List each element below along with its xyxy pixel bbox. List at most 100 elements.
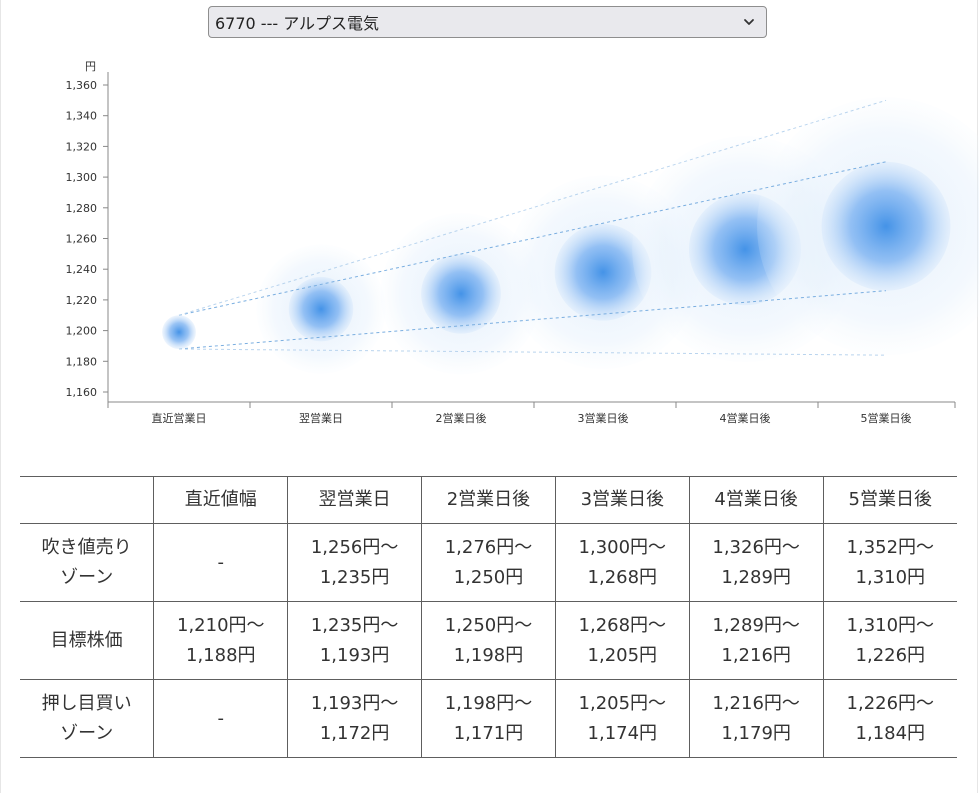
- y-tick-label: 1,320: [66, 140, 98, 153]
- row-label: 目標株価: [20, 601, 155, 680]
- cell-line: 1,235円～: [310, 614, 399, 636]
- right-frame-border: [977, 0, 978, 793]
- cell-line: 1,310円: [855, 566, 926, 588]
- table-cell: 1,226円～ 1,184円: [822, 679, 957, 758]
- x-category-label: 直近営業日: [152, 411, 207, 425]
- row-label-line: ゾーン: [60, 722, 114, 744]
- cell-line: 1,289円～: [712, 614, 800, 636]
- y-tick-label: 1,300: [66, 171, 98, 184]
- table-row: 目標株価 1,210円～ 1,188円 1,235円～ 1,193円 1,250円～ 1,1…: [20, 601, 957, 680]
- cell-line: 1,235円: [319, 566, 390, 588]
- target-range-bubble: [288, 276, 354, 342]
- cell-line: 1,250円～: [444, 614, 533, 636]
- y-tick-label: 1,360: [66, 79, 98, 92]
- stock-select-value: 6770 --- アルプス電気: [215, 14, 380, 33]
- table-cell: 1,352円～ 1,310円: [822, 523, 957, 602]
- y-tick-label: 1,240: [66, 263, 98, 276]
- cell-line: 1,193円: [319, 644, 390, 666]
- table-cell: 1,268円～ 1,205円: [554, 601, 690, 680]
- target-range-bubble: [162, 315, 196, 350]
- table-body: 吹き値売りゾーン - 1,256円～ 1,235円 1,276円～ 1,250円 1,300…: [20, 523, 957, 758]
- table-row: 吹き値売りゾーン - 1,256円～ 1,235円 1,276円～ 1,250円 1,300…: [20, 523, 957, 602]
- column-header: 4営業日後: [688, 476, 824, 524]
- target-range-bubble: [554, 223, 652, 321]
- table-cell: 1,193円～ 1,172円: [287, 679, 423, 758]
- cell-line: 1,226円～: [846, 692, 935, 714]
- table-cell: 1,198円～ 1,171円: [421, 679, 556, 758]
- cell-line: 1,193円～: [310, 692, 399, 714]
- cell-line: 1,188円: [186, 644, 256, 666]
- row-label-line: 目標株価: [50, 629, 123, 651]
- y-tick-label: 1,160: [66, 386, 98, 399]
- cell-line: 1,268円: [587, 566, 658, 588]
- table-cell: 1,216円～ 1,179円: [688, 679, 824, 758]
- cell-line: 1,326円～: [712, 536, 800, 558]
- table-cell: 1,256円～ 1,235円: [287, 523, 423, 602]
- target-low-line: [178, 290, 887, 350]
- bubbles-layer: [162, 97, 979, 375]
- cell-line: 1,205円～: [578, 692, 667, 714]
- table-cell: -: [153, 679, 289, 758]
- target-range-bubble: [421, 253, 501, 334]
- cell-line: 1,171円: [453, 722, 524, 744]
- target-high-line: [178, 161, 887, 316]
- cell-line: 1,216円～: [712, 692, 800, 714]
- y-tick-label: 1,220: [66, 294, 98, 307]
- cell-line: 1,172円: [319, 722, 390, 744]
- band-lines-layer: [178, 99, 887, 356]
- y-tick-label: 1,280: [66, 202, 98, 215]
- cell-line: 1,226円: [855, 644, 926, 666]
- table-cell: 1,210円～ 1,188円: [153, 601, 289, 680]
- cell-line: 1,198円: [453, 644, 524, 666]
- column-header: 2営業日後: [421, 476, 556, 524]
- cell-line: 1,310円～: [846, 614, 935, 636]
- y-tick-label: 1,340: [66, 110, 98, 123]
- cell-line: 1,174円: [587, 722, 658, 744]
- cell-line: 1,268円～: [578, 614, 667, 636]
- x-category-label: 翌営業日: [299, 411, 343, 425]
- table-row: 押し目買い ゾーン - 1,193円～ 1,172円 1,198円～ 1,171円 1,205…: [20, 679, 957, 758]
- table-cell: 1,205円～ 1,174円: [554, 679, 690, 758]
- cell-line: -: [217, 551, 225, 573]
- column-header: 翌営業日: [287, 476, 423, 524]
- cell-line: 1,216円: [721, 644, 791, 666]
- table-cell: 1,310円～ 1,226円: [822, 601, 957, 680]
- y-tick-label: 1,180: [66, 355, 98, 368]
- cell-line: 1,250円: [453, 566, 524, 588]
- y-axis-unit: 円: [85, 60, 96, 73]
- column-header: 5営業日後: [822, 476, 957, 524]
- x-category-label: 2営業日後: [436, 411, 487, 425]
- cell-line: 1,210円～: [177, 614, 265, 636]
- row-label: 吹き値売り ゾーン: [20, 523, 155, 602]
- cell-line: 1,352円～: [846, 536, 935, 558]
- cell-line: 1,300円～: [578, 536, 667, 558]
- column-header: 直近値幅: [153, 476, 289, 524]
- y-tick-label: 1,260: [66, 233, 98, 246]
- table-cell: -: [153, 523, 289, 602]
- row-label-line: 吹き値売り: [41, 536, 132, 558]
- outer-low-line: [178, 348, 887, 356]
- row-label-line: 押し目買い: [41, 692, 132, 714]
- table-header-row: 直近値幅 翌営業日 2営業日後 3営業日後 4営業日後 5営業日後: [20, 476, 957, 524]
- x-category-label: 5営業日後: [861, 411, 912, 425]
- table-cell: 1,276円～ 1,250円: [421, 523, 556, 602]
- cell-line: 1,276円～: [444, 536, 533, 558]
- x-category-label: 3営業日後: [578, 411, 629, 425]
- cell-line: 1,179円: [721, 722, 791, 744]
- row-label: 押し目買い ゾーン: [20, 679, 155, 758]
- forecast-chart: 円 1,160 1,180 1,200 1,220 1,240 1,260 1,280 1,30…: [66, 60, 979, 425]
- column-header: 3営業日後: [554, 476, 690, 524]
- price-zone-table: 直近値幅 翌営業日 2営業日後 3営業日後 4営業日後 5営業日後 吹き値売り ゾーン - 1,…: [20, 476, 957, 758]
- left-frame-border: [0, 0, 1, 793]
- stock-select[interactable]: 6770 --- アルプス電気: [208, 6, 767, 38]
- x-category-label: 4営業日後: [720, 411, 771, 425]
- cell-line: 1,205円: [587, 644, 658, 666]
- table-cell: 1,250円～ 1,198円: [421, 601, 556, 680]
- row-label-line: ゾーン: [60, 566, 114, 588]
- table-cell: 1,235円～ 1,193円: [287, 601, 423, 680]
- axes-layer: 円 1,160 1,180 1,200 1,220 1,240 1,260 1,280 1,30…: [66, 60, 956, 425]
- target-range-bubble: [821, 161, 951, 291]
- cell-line: 1,184円: [855, 722, 926, 744]
- cell-line: 1,256円～: [310, 536, 399, 558]
- cell-line: 1,289円: [721, 566, 791, 588]
